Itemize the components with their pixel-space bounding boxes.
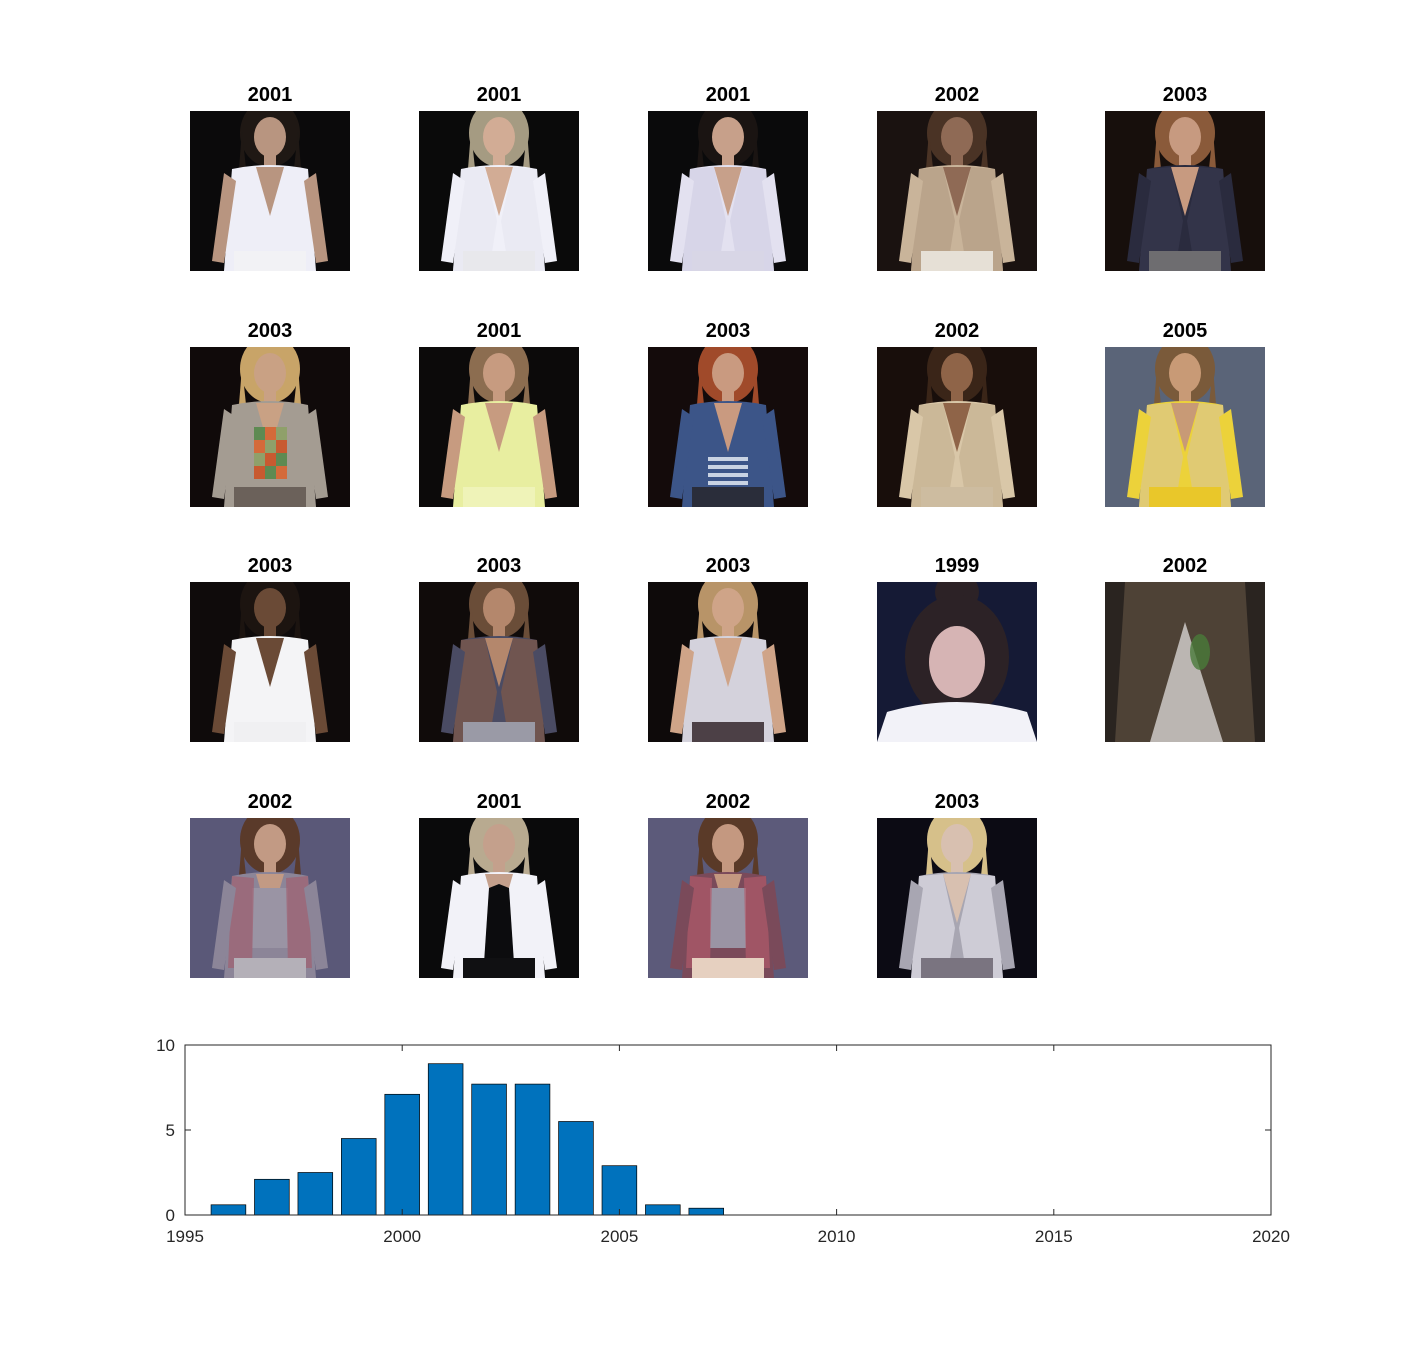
image-year-title: 2002 bbox=[934, 84, 980, 106]
runway-photo bbox=[877, 818, 1037, 978]
runway-photo bbox=[1105, 111, 1265, 271]
histogram-bar bbox=[601, 1165, 638, 1216]
histogram-bar bbox=[427, 1063, 464, 1216]
image-year-title: 2001 bbox=[476, 320, 522, 342]
image-panel: 2001 bbox=[648, 81, 808, 271]
image-panel: 2003 bbox=[877, 788, 1037, 978]
image-year-title: 2003 bbox=[934, 791, 980, 813]
image-year-title: 2001 bbox=[476, 84, 522, 106]
runway-photo bbox=[648, 818, 808, 978]
image-year-title: 2002 bbox=[705, 791, 751, 813]
image-year-title: 2003 bbox=[247, 555, 293, 577]
image-panel: 2002 bbox=[190, 788, 350, 978]
histogram-bar bbox=[471, 1083, 507, 1216]
runway-photo bbox=[419, 347, 579, 507]
image-year-title: 2001 bbox=[705, 84, 751, 106]
image-panel: 2001 bbox=[419, 81, 579, 271]
runway-photo bbox=[648, 111, 808, 271]
image-panel: 2001 bbox=[190, 81, 350, 271]
runway-photo bbox=[190, 111, 350, 271]
histogram-bar bbox=[297, 1172, 334, 1216]
runway-photo bbox=[419, 818, 579, 978]
image-year-title: 2001 bbox=[247, 84, 293, 106]
histogram-bar bbox=[384, 1093, 420, 1216]
image-panel: 2002 bbox=[877, 317, 1037, 507]
histogram-bar bbox=[645, 1204, 681, 1216]
image-panel: 2002 bbox=[877, 81, 1037, 271]
y-tick-label: 0 bbox=[166, 1206, 175, 1225]
runway-photo bbox=[648, 347, 808, 507]
image-year-title: 2003 bbox=[705, 320, 751, 342]
image-panel: 2003 bbox=[190, 317, 350, 507]
image-panel: 2002 bbox=[1105, 552, 1265, 742]
histogram-bar bbox=[254, 1178, 290, 1216]
image-year-title: 2003 bbox=[1162, 84, 1208, 106]
image-panel: 2003 bbox=[648, 552, 808, 742]
histogram-bar bbox=[688, 1207, 725, 1216]
image-panel: 2001 bbox=[419, 317, 579, 507]
image-year-title: 2002 bbox=[247, 791, 293, 813]
runway-photo bbox=[190, 582, 350, 742]
image-year-title: 1999 bbox=[934, 555, 980, 577]
runway-photo bbox=[190, 347, 350, 507]
image-year-title: 2002 bbox=[1162, 555, 1208, 577]
runway-photo bbox=[1105, 347, 1265, 507]
image-panel: 2003 bbox=[1105, 81, 1265, 271]
runway-photo bbox=[419, 111, 579, 271]
image-panel: 2003 bbox=[419, 552, 579, 742]
x-tick-label: 1995 bbox=[166, 1227, 204, 1246]
x-tick-label: 2015 bbox=[1035, 1227, 1073, 1246]
image-year-title: 2003 bbox=[476, 555, 522, 577]
runway-photo bbox=[1105, 582, 1265, 742]
year-histogram: 1995 2000 2005 2010 2015 2020 0 5 10 bbox=[156, 1036, 1290, 1246]
image-panel: 2002 bbox=[648, 788, 808, 978]
runway-photo bbox=[877, 111, 1037, 271]
histogram-bar bbox=[341, 1138, 377, 1216]
histogram-bar bbox=[558, 1121, 594, 1216]
image-panel: 2005 bbox=[1105, 317, 1265, 507]
y-tick-label: 5 bbox=[166, 1121, 175, 1140]
runway-photo bbox=[419, 582, 579, 742]
x-tick-label: 2000 bbox=[383, 1227, 421, 1246]
runway-photo bbox=[877, 347, 1037, 507]
runway-photo bbox=[190, 818, 350, 978]
x-tick-label: 2010 bbox=[818, 1227, 856, 1246]
image-year-title: 2003 bbox=[705, 555, 751, 577]
x-tick-label: 2005 bbox=[600, 1227, 638, 1246]
image-grid: 2001 2001 2001 2002 2003 2003 2001 2003 2002 2005… bbox=[190, 81, 1265, 978]
x-tick-label: 2020 bbox=[1252, 1227, 1290, 1246]
histogram-bar bbox=[514, 1083, 551, 1216]
image-year-title: 2003 bbox=[247, 320, 293, 342]
image-year-title: 2005 bbox=[1162, 320, 1208, 342]
y-tick-label: 10 bbox=[156, 1036, 175, 1055]
image-panel: 2003 bbox=[190, 552, 350, 742]
image-panel: 2003 bbox=[648, 317, 808, 507]
runway-photo bbox=[877, 582, 1037, 742]
runway-photo bbox=[648, 582, 808, 742]
image-year-title: 2002 bbox=[934, 320, 980, 342]
image-panel: 2001 bbox=[419, 788, 579, 978]
image-year-title: 2001 bbox=[476, 791, 522, 813]
histogram-bar bbox=[210, 1204, 247, 1216]
image-panel: 1999 bbox=[877, 552, 1037, 742]
